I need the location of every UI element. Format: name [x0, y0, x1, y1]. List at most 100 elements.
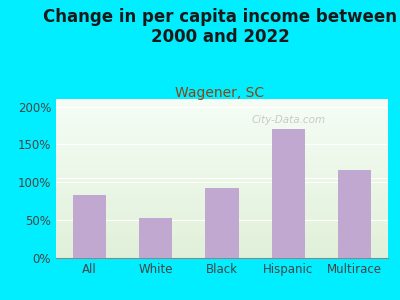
Bar	[56, 242, 388, 244]
Bar	[56, 210, 388, 212]
Bar	[56, 147, 388, 148]
Bar	[56, 214, 388, 215]
Bar	[56, 223, 388, 225]
Bar	[56, 175, 388, 177]
Bar	[56, 167, 388, 169]
Bar	[56, 245, 388, 247]
Bar	[56, 113, 388, 115]
Bar	[56, 255, 388, 256]
Bar	[56, 134, 388, 136]
Bar	[56, 201, 388, 202]
Bar	[56, 139, 388, 140]
Bar	[56, 166, 388, 167]
Bar	[56, 132, 388, 134]
Bar	[56, 116, 388, 118]
Bar	[56, 232, 388, 234]
Bar	[206, 188, 238, 258]
Bar	[56, 159, 388, 161]
Bar	[56, 206, 388, 207]
Bar	[56, 123, 388, 124]
Bar	[56, 244, 388, 245]
Bar	[56, 256, 388, 258]
Bar	[56, 140, 388, 142]
Bar	[338, 170, 372, 258]
Bar	[56, 212, 388, 214]
Bar	[56, 215, 388, 217]
Bar	[56, 109, 388, 110]
Bar	[56, 207, 388, 209]
Bar	[56, 112, 388, 113]
Bar	[272, 129, 305, 258]
Bar	[56, 126, 388, 128]
Bar	[56, 124, 388, 126]
Text: Change in per capita income between
2000 and 2022: Change in per capita income between 2000…	[43, 8, 397, 46]
Bar	[56, 163, 388, 164]
Bar	[56, 118, 388, 120]
Bar	[56, 172, 388, 174]
Bar	[56, 105, 388, 107]
Bar	[56, 142, 388, 143]
Bar	[56, 170, 388, 172]
Bar	[56, 148, 388, 150]
Bar	[56, 115, 388, 116]
Bar	[56, 234, 388, 236]
Bar	[56, 236, 388, 237]
Bar	[56, 169, 388, 170]
Bar	[56, 152, 388, 153]
Bar	[56, 121, 388, 123]
Bar	[56, 186, 388, 188]
Bar	[56, 161, 388, 163]
Bar	[56, 102, 388, 104]
Bar	[56, 204, 388, 206]
Bar	[73, 195, 106, 258]
Bar	[56, 194, 388, 196]
Bar	[56, 185, 388, 186]
Bar	[56, 156, 388, 158]
Bar	[56, 110, 388, 112]
Bar	[56, 131, 388, 132]
Bar	[56, 248, 388, 250]
Bar	[56, 188, 388, 190]
Bar	[56, 193, 388, 194]
Bar	[56, 120, 388, 121]
Bar	[56, 100, 388, 102]
Bar	[56, 218, 388, 220]
Text: Wagener, SC: Wagener, SC	[176, 85, 264, 100]
Bar	[56, 150, 388, 152]
Bar	[56, 202, 388, 204]
Text: City-Data.com: City-Data.com	[251, 115, 326, 125]
Bar	[56, 129, 388, 131]
Bar	[56, 104, 388, 105]
Bar	[56, 137, 388, 139]
Bar	[56, 225, 388, 226]
Bar	[56, 128, 388, 129]
Bar	[56, 183, 388, 185]
Bar	[56, 250, 388, 252]
Bar	[56, 174, 388, 175]
Bar	[56, 136, 388, 137]
Bar	[56, 239, 388, 241]
Bar	[56, 196, 388, 198]
Bar	[56, 241, 388, 242]
Bar	[56, 153, 388, 154]
Bar	[56, 198, 388, 199]
Bar	[139, 218, 172, 258]
Bar	[56, 247, 388, 248]
Bar	[56, 145, 388, 147]
Bar	[56, 217, 388, 218]
Bar	[56, 237, 388, 239]
Bar	[56, 190, 388, 191]
Bar	[56, 231, 388, 232]
Bar	[56, 182, 388, 183]
Bar	[56, 143, 388, 145]
Bar	[56, 221, 388, 223]
Bar	[56, 199, 388, 201]
Bar	[56, 228, 388, 230]
Bar	[56, 209, 388, 210]
Bar	[56, 178, 388, 180]
Bar	[56, 230, 388, 231]
Bar	[56, 220, 388, 221]
Bar	[56, 253, 388, 255]
Bar	[56, 180, 388, 182]
Bar	[56, 191, 388, 193]
